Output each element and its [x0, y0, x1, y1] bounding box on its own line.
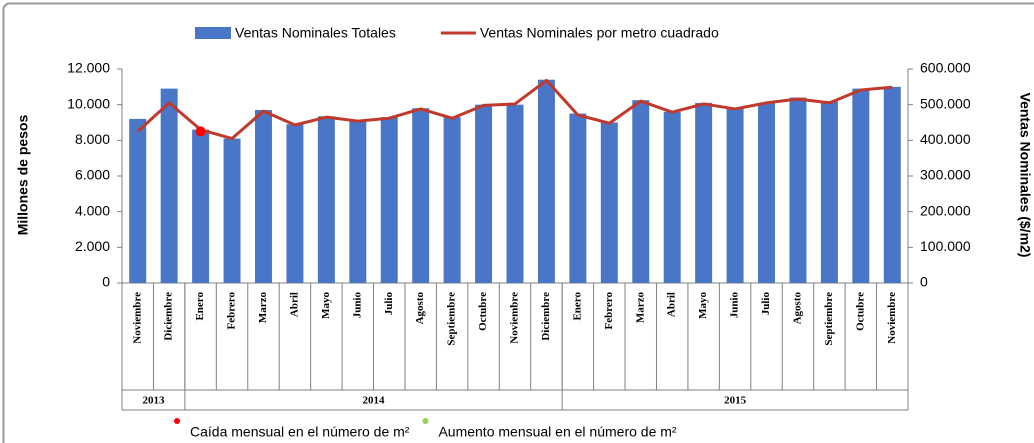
y-tick-label: 6.000 [75, 167, 110, 183]
bar [380, 117, 398, 284]
bar [569, 113, 587, 283]
x-tick-label: Abril [666, 292, 678, 317]
x-tick-label: Septiembre [446, 292, 458, 346]
bar [192, 129, 210, 283]
y2-tick-label: 400.000 [920, 131, 971, 147]
bar [349, 120, 367, 283]
y-tick-label: 8.000 [75, 131, 110, 147]
y2-tick-label: 500.000 [920, 95, 971, 111]
y-tick-label: 10.000 [67, 95, 110, 111]
bar [537, 79, 555, 283]
x-tick-label: Octubre [477, 292, 489, 331]
y-axis-title: Millones de pesos [15, 114, 31, 235]
bar [412, 108, 430, 283]
legend-swatch [174, 418, 180, 424]
bar [758, 102, 776, 283]
x-tick-label: Junio [729, 292, 741, 319]
bar [443, 117, 461, 284]
legend-label: Caída mensual en el número de m² [190, 424, 410, 440]
y2-tick-label: 600.000 [920, 60, 971, 76]
bar [129, 118, 147, 283]
bar [475, 104, 493, 284]
bar [726, 108, 744, 283]
legend-swatch [422, 418, 429, 424]
year-label: 2015 [724, 395, 747, 407]
x-tick-label: Febrero [603, 292, 615, 330]
x-tick-label: Septiembre [823, 292, 835, 346]
x-tick-label: Febrero [226, 292, 238, 330]
x-tick-label: Mayo [697, 292, 709, 319]
x-tick-label: Noviembre [131, 292, 143, 344]
x-tick-label: Noviembre [886, 292, 898, 344]
x-tick-label: Junio [351, 292, 363, 319]
bar [820, 101, 838, 283]
x-tick-label: Enero [194, 292, 206, 321]
bar [254, 110, 272, 284]
y2-axis-title: Ventas Nominales ($/m2) [1017, 93, 1033, 258]
x-tick-label: Diciembre [540, 292, 552, 341]
y2-tick-label: 0 [920, 274, 928, 290]
year-label: 2013 [142, 395, 165, 407]
legend-swatch [195, 27, 231, 39]
x-tick-label: Abril [288, 292, 300, 317]
x-tick-label: Marzo [257, 292, 269, 324]
line [136, 78, 893, 141]
x-tick-label: Agosto [414, 292, 426, 325]
y-tick-label: 2.000 [75, 238, 110, 254]
bar [600, 122, 618, 283]
bar [506, 104, 524, 284]
bar [317, 116, 335, 283]
x-tick-label: Diciembre [163, 292, 175, 341]
bar [663, 111, 681, 283]
x-tick-label: Enero [571, 292, 583, 321]
bar [789, 97, 807, 284]
year-label: 2014 [363, 395, 386, 407]
y2-tick-label: 300.000 [920, 167, 971, 183]
y2-tick-label: 100.000 [920, 238, 971, 254]
legend-label: Ventas Nominales por metro cuadrado [480, 25, 719, 41]
legend-label: Aumento mensual en el número de m² [438, 424, 676, 440]
x-tick-label: Marzo [634, 292, 646, 324]
bar [695, 102, 713, 283]
y-tick-label: 0 [102, 274, 110, 290]
bar [852, 88, 870, 283]
bar [160, 88, 178, 283]
y-tick-label: 4.000 [75, 202, 110, 218]
x-tick-label: Agosto [791, 292, 803, 325]
marker [195, 126, 206, 137]
x-tick-label: Octubre [854, 292, 866, 331]
y-tick-label: 12.000 [67, 60, 110, 76]
x-tick-label: Julio [760, 292, 772, 316]
x-tick-label: Noviembre [509, 292, 521, 344]
x-tick-label: Julio [383, 292, 395, 316]
bar [223, 138, 241, 283]
x-tick-label: Mayo [320, 292, 332, 319]
bar [286, 124, 304, 284]
y2-tick-label: 200.000 [920, 202, 971, 218]
bar [883, 86, 901, 283]
bar [632, 100, 650, 283]
legend-label: Ventas Nominales Totales [235, 25, 396, 41]
